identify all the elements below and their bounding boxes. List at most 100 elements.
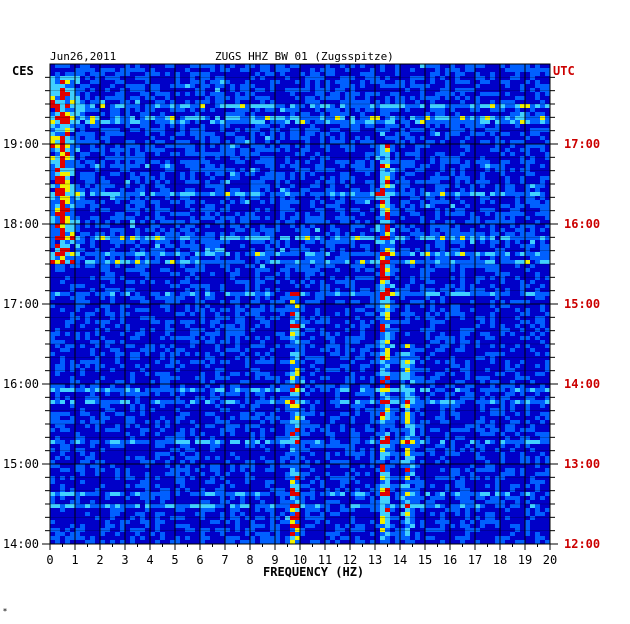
heatmap-cell — [460, 252, 465, 256]
heatmap-cell — [160, 444, 165, 448]
heatmap-cell — [455, 240, 460, 244]
heatmap-cell — [455, 252, 460, 256]
heatmap-cell — [205, 384, 210, 388]
heatmap-cell — [225, 420, 230, 424]
heatmap-cell — [305, 440, 310, 444]
heatmap-cell — [315, 312, 320, 316]
heatmap-cell — [145, 240, 150, 244]
heatmap-cell — [195, 112, 200, 116]
heatmap-cell — [375, 400, 380, 404]
heatmap-cell — [70, 264, 75, 268]
heatmap-cell — [65, 256, 70, 260]
heatmap-cell — [255, 216, 260, 220]
heatmap-cell — [510, 400, 515, 404]
heatmap-cell — [255, 296, 260, 300]
heatmap-cell — [470, 64, 475, 68]
heatmap-cell — [415, 464, 420, 468]
heatmap-cell — [540, 176, 545, 180]
heatmap-cell — [225, 216, 230, 220]
heatmap-cell — [385, 116, 390, 120]
heatmap-cell — [330, 116, 335, 120]
heatmap-cell — [180, 320, 185, 324]
heatmap-cell — [445, 292, 450, 296]
heatmap-cell — [215, 348, 220, 352]
heatmap-cell — [295, 128, 300, 132]
heatmap-cell — [370, 352, 375, 356]
heatmap-cell — [385, 436, 390, 440]
heatmap-cell — [105, 312, 110, 316]
heatmap-cell — [210, 336, 215, 340]
heatmap-cell — [430, 448, 435, 452]
heatmap-cell — [160, 192, 165, 196]
heatmap-cell — [165, 72, 170, 76]
heatmap-cell — [390, 292, 395, 296]
heatmap-cell — [140, 152, 145, 156]
heatmap-cell — [500, 248, 505, 252]
heatmap-cell — [90, 160, 95, 164]
heatmap-cell — [430, 260, 435, 264]
heatmap-cell — [270, 348, 275, 352]
heatmap-cell — [480, 224, 485, 228]
heatmap-cell — [125, 160, 130, 164]
heatmap-cell — [85, 260, 90, 264]
heatmap-cell — [265, 108, 270, 112]
heatmap-cell — [475, 120, 480, 124]
heatmap-cell — [145, 72, 150, 76]
heatmap-cell — [455, 412, 460, 416]
heatmap-cell — [125, 420, 130, 424]
heatmap-cell — [310, 68, 315, 72]
heatmap-cell — [95, 368, 100, 372]
heatmap-cell — [385, 432, 390, 436]
heatmap-cell — [230, 260, 235, 264]
heatmap-cell — [60, 76, 65, 80]
heatmap-cell — [315, 84, 320, 88]
heatmap-cell — [220, 120, 225, 124]
heatmap-cell — [505, 148, 510, 152]
heatmap-cell — [100, 104, 105, 108]
heatmap-cell — [330, 228, 335, 232]
heatmap-cell — [70, 148, 75, 152]
heatmap-cell — [500, 204, 505, 208]
heatmap-cell — [290, 308, 295, 312]
heatmap-cell — [535, 72, 540, 76]
heatmap-cell — [70, 404, 75, 408]
heatmap-cell — [320, 112, 325, 116]
heatmap-cell — [300, 168, 305, 172]
heatmap-cell — [385, 84, 390, 88]
heatmap-cell — [360, 244, 365, 248]
heatmap-cell — [215, 316, 220, 320]
heatmap-cell — [435, 224, 440, 228]
heatmap-cell — [330, 192, 335, 196]
heatmap-cell — [135, 292, 140, 296]
heatmap-cell — [425, 420, 430, 424]
heatmap-cell — [540, 100, 545, 104]
heatmap-cell — [210, 380, 215, 384]
heatmap-cell — [225, 80, 230, 84]
heatmap-cell — [50, 132, 55, 136]
heatmap-cell — [305, 420, 310, 424]
heatmap-cell — [265, 236, 270, 240]
heatmap-cell — [230, 216, 235, 220]
heatmap-cell — [140, 300, 145, 304]
heatmap-cell — [150, 252, 155, 256]
heatmap-cell — [225, 360, 230, 364]
heatmap-cell — [60, 232, 65, 236]
heatmap-cell — [545, 84, 550, 88]
heatmap-cell — [155, 244, 160, 248]
heatmap-cell — [70, 420, 75, 424]
heatmap-cell — [205, 252, 210, 256]
heatmap-cell — [380, 376, 385, 380]
heatmap-cell — [255, 104, 260, 108]
heatmap-cell — [195, 80, 200, 84]
heatmap-cell — [530, 236, 535, 240]
heatmap-cell — [390, 136, 395, 140]
heatmap-cell — [205, 232, 210, 236]
heatmap-cell — [405, 396, 410, 400]
heatmap-cell — [205, 236, 210, 240]
heatmap-cell — [300, 72, 305, 76]
heatmap-cell — [525, 440, 530, 444]
heatmap-cell — [205, 412, 210, 416]
heatmap-cell — [450, 276, 455, 280]
heatmap-cell — [345, 160, 350, 164]
heatmap-cell — [300, 368, 305, 372]
